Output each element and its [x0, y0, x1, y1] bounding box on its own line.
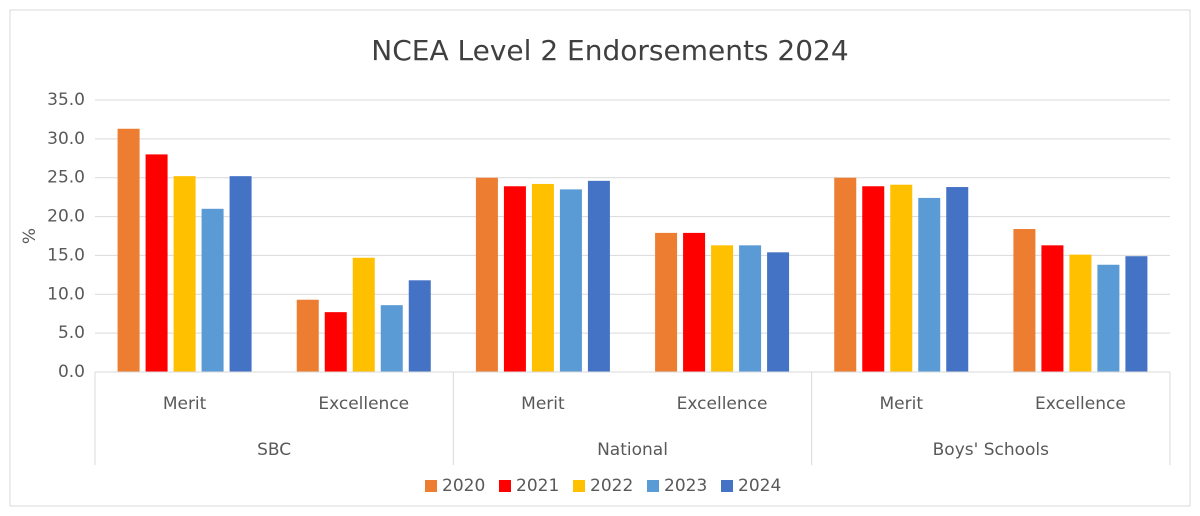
- legend-label: 2020: [442, 476, 485, 496]
- bar: [475, 177, 498, 372]
- group-label: National: [597, 440, 668, 460]
- chart-title: NCEA Level 2 Endorsements 2024: [371, 34, 848, 67]
- y-axis-label: %: [20, 228, 40, 244]
- legend-label: 2022: [590, 476, 633, 496]
- x-tick-label: Excellence: [677, 394, 768, 414]
- bar: [1069, 254, 1092, 372]
- bar: [145, 154, 168, 372]
- y-tick-label: 15.0: [47, 245, 85, 265]
- y-tick-label: 20.0: [47, 207, 85, 227]
- bar: [352, 257, 375, 372]
- bar: [1125, 256, 1148, 372]
- bar: [1097, 264, 1120, 372]
- legend-swatch: [573, 480, 585, 492]
- bar: [173, 176, 196, 372]
- bar: [229, 176, 252, 372]
- bar: [408, 280, 431, 372]
- legend-swatch: [425, 480, 437, 492]
- bar: [683, 232, 706, 372]
- y-tick-label: 30.0: [47, 129, 85, 149]
- bar: [559, 189, 582, 372]
- bar: [380, 305, 403, 372]
- bar: [324, 312, 347, 372]
- bar: [201, 208, 224, 372]
- y-tick-label: 5.0: [58, 323, 85, 343]
- legend-swatch: [499, 480, 511, 492]
- x-tick-label: Merit: [879, 394, 923, 414]
- bar: [862, 186, 885, 372]
- bar: [1013, 229, 1036, 372]
- x-tick-label: Merit: [163, 394, 207, 414]
- y-tick-label: 0.0: [58, 362, 85, 382]
- legend-label: 2023: [664, 476, 707, 496]
- group-label: Boys' Schools: [933, 440, 1049, 460]
- bar: [531, 183, 554, 372]
- bar: [739, 245, 762, 372]
- bar: [946, 187, 969, 372]
- bar: [503, 186, 526, 372]
- bar: [587, 180, 610, 372]
- legend-swatch: [647, 480, 659, 492]
- bar: [767, 252, 790, 372]
- bar: [655, 232, 678, 372]
- bar: [890, 184, 913, 372]
- y-tick-label: 25.0: [47, 168, 85, 188]
- legend-label: 2024: [738, 476, 781, 496]
- y-tick-label: 10.0: [47, 284, 85, 304]
- bar: [711, 245, 734, 372]
- group-label: SBC: [257, 440, 291, 460]
- bar: [296, 299, 319, 372]
- bar: [1041, 245, 1064, 372]
- legend-label: 2021: [516, 476, 559, 496]
- legend-swatch: [721, 480, 733, 492]
- x-tick-label: Excellence: [318, 394, 409, 414]
- x-tick-label: Excellence: [1035, 394, 1126, 414]
- y-tick-label: 35.0: [47, 90, 85, 110]
- bar: [834, 177, 857, 372]
- bar: [117, 128, 140, 372]
- x-tick-label: Merit: [521, 394, 565, 414]
- bar: [918, 197, 941, 372]
